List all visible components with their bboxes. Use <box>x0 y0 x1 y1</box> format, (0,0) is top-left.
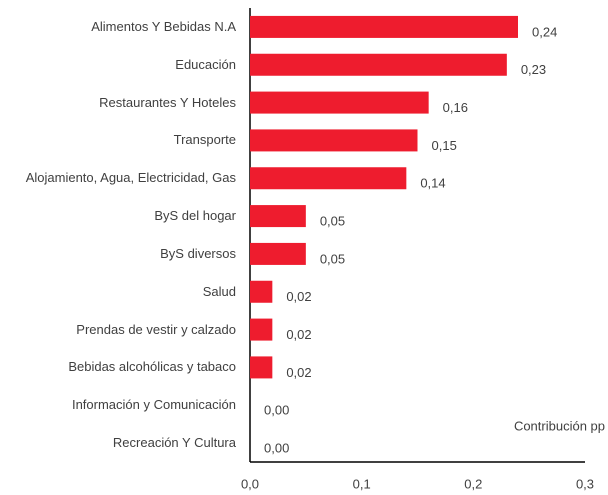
x-tick-label: 0,2 <box>464 476 482 491</box>
annotation: Contribución pp <box>514 418 605 433</box>
y-tick-label: ByS del hogar <box>154 208 236 224</box>
bar <box>250 318 273 341</box>
bar <box>250 167 407 190</box>
y-tick-label: Alojamiento, Agua, Electricidad, Gas <box>25 170 236 186</box>
y-tick-label: Recreación Y Cultura <box>112 435 236 451</box>
y-tick-label: ByS diversos <box>160 245 236 261</box>
bar <box>250 129 418 152</box>
y-tick-label: Bebidas alcohólicas y tabaco <box>68 359 236 375</box>
y-tick-label: Salud <box>202 283 236 299</box>
bar <box>250 53 507 76</box>
bar <box>250 280 273 303</box>
y-tick-label: Alimentos Y Bebidas N.A <box>91 18 236 34</box>
value-label: 0,24 <box>532 24 557 39</box>
bar <box>250 356 273 379</box>
value-label: 0,00 <box>264 403 289 418</box>
value-label: 0,02 <box>286 365 311 380</box>
value-label: 0,14 <box>420 176 445 191</box>
value-label: 0,02 <box>286 327 311 342</box>
bar <box>250 242 306 265</box>
value-label: 0,15 <box>432 138 457 153</box>
value-label: 0,16 <box>443 100 468 115</box>
x-tick-label: 0,1 <box>353 476 371 491</box>
y-tick-label: Educación <box>175 56 236 72</box>
y-tick-label: Transporte <box>173 132 236 148</box>
bar <box>250 205 306 228</box>
y-tick-label: Restaurantes Y Hoteles <box>99 94 236 110</box>
value-label: 0,05 <box>320 251 345 266</box>
x-tick-label: 0,3 <box>576 476 594 491</box>
value-label: 0,02 <box>286 289 311 304</box>
value-label: 0,05 <box>320 214 345 229</box>
y-tick-label: Prendas de vestir y calzado <box>76 321 236 337</box>
x-tick-label: 0,0 <box>241 476 259 491</box>
bar <box>250 91 429 114</box>
value-label: 0,00 <box>264 441 289 456</box>
bar <box>250 15 518 38</box>
y-tick-label: Información y Comunicación <box>71 397 236 413</box>
value-label: 0,23 <box>521 62 546 77</box>
